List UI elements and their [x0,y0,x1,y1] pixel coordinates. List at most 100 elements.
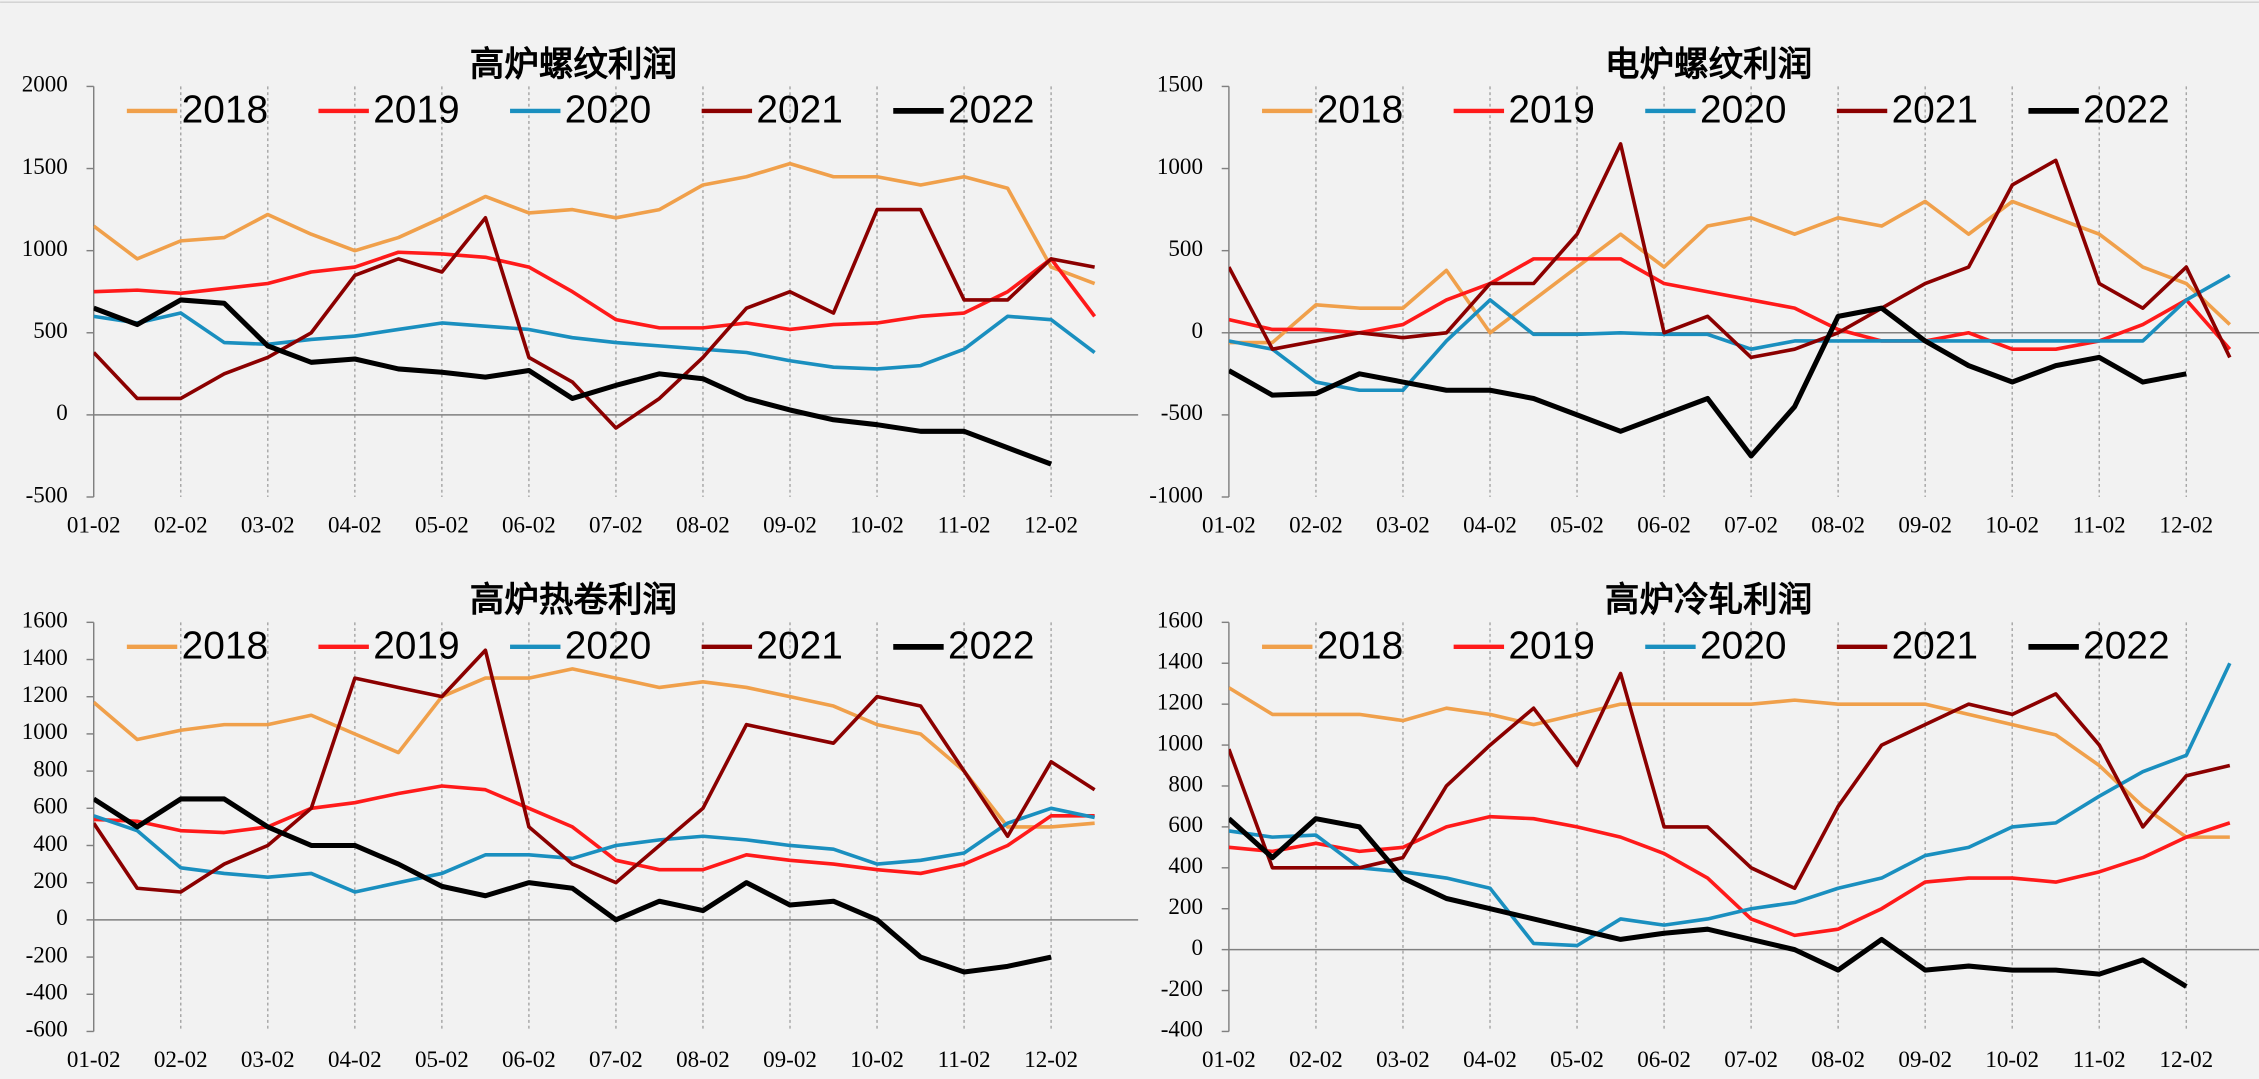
y-tick-label: 600 [33,793,68,819]
legend-label: 2019 [373,89,459,132]
legend-label: 2020 [1700,625,1786,668]
x-tick-label: 12-02 [1024,1046,1078,1072]
series-line [93,796,1052,975]
y-tick-label: -400 [26,979,68,1005]
series-line [1228,816,2188,989]
x-tick-label: 02-02 [154,1046,208,1072]
legend-label: 2022 [2083,625,2169,668]
x-tick-label: 08-02 [1811,1046,1865,1072]
y-tick-label: 200 [33,867,68,893]
y-tick-label: 1600 [1157,607,1203,633]
x-tick-label: 05-02 [1550,512,1604,538]
y-tick-label: -500 [26,481,68,507]
x-tick-label: 12-02 [2159,1046,2213,1072]
y-tick-label: 1400 [22,644,68,670]
legend-label: 2019 [1508,625,1594,668]
legend-label: 2022 [2083,89,2169,132]
series-line [93,667,1095,829]
y-tick-label: 1000 [22,235,68,261]
x-tick-label: 03-02 [241,1046,295,1072]
x-tick-label: 04-02 [1463,512,1517,538]
y-tick-label: -500 [1161,399,1203,425]
legend-label: 2018 [182,625,268,668]
legend-label: 2021 [1892,89,1978,132]
x-tick-label: 05-02 [1550,1046,1604,1072]
x-tick-label: 04-02 [1463,1046,1517,1072]
y-tick-label: -200 [1161,975,1203,1001]
x-tick-label: 11-02 [938,512,991,538]
x-tick-label: 09-02 [763,512,817,538]
x-tick-label: 11-02 [2073,512,2126,538]
x-tick-label: 12-02 [1024,512,1078,538]
x-tick-label: 11-02 [938,1046,991,1072]
series-line [93,250,1097,332]
x-tick-label: 10-02 [850,1046,904,1072]
x-tick-label: 09-02 [763,1046,817,1072]
chart-title: 高炉热卷利润 [470,581,677,621]
x-tick-label: 03-02 [1376,512,1430,538]
series-line [1228,305,2187,459]
y-tick-label: -1000 [1149,481,1203,507]
x-tick-label: 06-02 [1637,512,1691,538]
y-tick-label: 600 [1168,811,1203,837]
series-line [93,648,1096,894]
series-line [93,207,1095,430]
y-tick-label: 400 [1168,852,1203,878]
x-tick-label: 02-02 [1289,512,1343,538]
x-tick-label: 08-02 [676,512,730,538]
legend-label: 2021 [756,89,842,132]
x-tick-label: 01-02 [1202,512,1256,538]
y-tick-label: 1200 [22,681,68,707]
x-tick-label: 08-02 [1811,512,1865,538]
series-line [1228,142,2232,360]
y-tick-label: 1600 [22,607,68,633]
y-tick-label: 0 [1191,934,1203,960]
y-tick-label: -200 [26,941,68,967]
y-tick-label: 800 [33,755,68,781]
y-tick-label: -600 [26,1016,68,1042]
x-tick-label: 05-02 [415,1046,469,1072]
series-line [93,784,1095,876]
legend-label: 2021 [756,625,842,668]
x-tick-label: 10-02 [1985,512,2039,538]
legend-label: 2020 [1700,89,1786,132]
x-tick-label: 05-02 [415,512,469,538]
x-tick-label: 01-02 [1202,1046,1256,1072]
series-line [1228,671,2231,891]
x-tick-label: 02-02 [1289,1046,1343,1072]
y-tick-label: 1400 [1157,648,1203,674]
x-tick-label: 03-02 [241,512,295,538]
x-tick-label: 06-02 [502,512,556,538]
x-tick-label: 12-02 [2159,512,2213,538]
y-tick-label: 1500 [22,153,68,179]
x-tick-label: 04-02 [328,1046,382,1072]
x-tick-label: 07-02 [589,512,643,538]
legend-label: 2022 [948,89,1034,132]
y-tick-label: 500 [33,317,68,343]
legend-label: 2018 [1317,625,1403,668]
x-tick-label: 02-02 [154,512,208,538]
x-tick-label: 10-02 [1985,1046,2039,1072]
x-tick-label: 10-02 [850,512,904,538]
series-line [1228,199,2232,345]
y-tick-label: 0 [56,399,68,425]
legend-label: 2018 [182,89,268,132]
y-tick-label: 500 [1168,235,1203,261]
y-tick-label: 800 [1168,770,1203,796]
series-line [1228,686,2230,839]
y-tick-label: 0 [56,904,68,930]
chart-title: 高炉螺纹利润 [470,45,677,85]
series-line [93,161,1096,286]
y-tick-label: -400 [1161,1016,1203,1042]
series-line [93,806,1096,894]
y-tick-label: 0 [1191,317,1203,343]
chart-title: 电炉螺纹利润 [1605,45,1812,85]
x-tick-label: 06-02 [1637,1046,1691,1072]
y-tick-label: 200 [1168,893,1203,919]
y-tick-label: 1500 [1157,71,1203,97]
y-tick-label: 1000 [1157,729,1203,755]
y-tick-label: 1000 [1157,153,1203,179]
legend-label: 2020 [565,89,651,132]
